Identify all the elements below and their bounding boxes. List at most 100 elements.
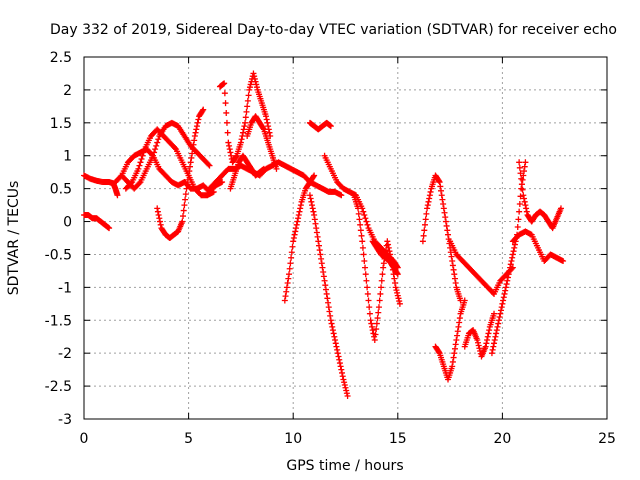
x-tick-label: 10 xyxy=(284,431,302,447)
data-point xyxy=(244,103,251,110)
data-point xyxy=(361,211,368,218)
data-point xyxy=(331,333,338,340)
data-point xyxy=(374,315,381,322)
data-point xyxy=(485,330,492,337)
data-point xyxy=(359,244,366,251)
data-point xyxy=(444,227,451,234)
data-point xyxy=(152,146,159,153)
data-point xyxy=(253,84,260,91)
data-point xyxy=(338,192,345,199)
data-point xyxy=(263,113,270,120)
data-point xyxy=(372,331,379,338)
data-point xyxy=(424,202,431,209)
data-point xyxy=(501,290,508,297)
data-point xyxy=(228,152,235,159)
data-point xyxy=(138,156,145,163)
data-point xyxy=(186,163,193,170)
data-point xyxy=(516,208,523,215)
data-point xyxy=(419,238,426,245)
data-point xyxy=(195,116,202,123)
data-point xyxy=(332,340,339,347)
data-point xyxy=(356,216,363,223)
data-point xyxy=(500,294,507,301)
data-point xyxy=(364,290,371,297)
data-point xyxy=(392,279,399,286)
data-point xyxy=(190,141,197,148)
data-point xyxy=(153,142,160,149)
data-point xyxy=(495,320,502,327)
data-point xyxy=(338,366,345,373)
data-point xyxy=(180,207,187,214)
grid xyxy=(84,57,607,419)
data-point xyxy=(521,195,528,202)
data-point xyxy=(309,202,316,209)
data-point xyxy=(474,337,481,344)
data-point xyxy=(490,343,497,350)
data-point xyxy=(321,277,328,284)
data-point xyxy=(154,139,161,146)
data-point xyxy=(226,146,233,153)
data-point xyxy=(222,100,229,107)
data-point xyxy=(135,165,142,172)
data-point xyxy=(243,108,250,115)
data-point xyxy=(503,281,510,288)
data-point xyxy=(491,340,498,347)
data-point xyxy=(448,253,455,260)
data-point xyxy=(378,284,385,291)
data-point xyxy=(373,326,380,333)
data-point xyxy=(334,350,341,357)
data-point xyxy=(339,373,346,380)
data-point xyxy=(319,264,326,271)
y-tick-label: 2 xyxy=(63,83,72,99)
data-point xyxy=(296,208,303,215)
data-point xyxy=(498,307,505,314)
data-point xyxy=(494,323,501,330)
data-point xyxy=(273,165,280,172)
data-point xyxy=(315,238,322,245)
data-point xyxy=(486,327,493,334)
data-point xyxy=(311,172,318,179)
data-point xyxy=(295,215,302,222)
data-point xyxy=(322,286,329,293)
data-point xyxy=(427,188,434,195)
data-point xyxy=(518,185,525,192)
y-tick-label: -2.5 xyxy=(45,379,72,395)
data-point xyxy=(449,358,456,365)
data-point xyxy=(502,287,509,294)
data-point xyxy=(518,175,525,182)
data-point xyxy=(441,209,448,216)
data-point xyxy=(366,310,373,317)
data-point xyxy=(189,146,196,153)
data-point xyxy=(379,271,386,278)
data-point xyxy=(323,290,330,297)
data-point xyxy=(507,264,514,271)
data-point xyxy=(387,251,394,258)
data-point xyxy=(322,282,329,289)
data-point xyxy=(340,376,347,383)
data-point xyxy=(281,297,288,304)
data-point xyxy=(497,310,504,317)
data-point xyxy=(290,238,297,245)
data-point xyxy=(306,192,313,199)
data-point xyxy=(484,337,491,344)
data-point xyxy=(456,319,463,326)
data-point xyxy=(517,193,524,200)
data-point xyxy=(521,198,528,205)
data-point xyxy=(187,159,194,166)
data-point xyxy=(365,297,372,304)
data-point xyxy=(475,342,482,349)
y-tick-label: -0.5 xyxy=(45,247,72,263)
data-point xyxy=(360,208,367,215)
x-tick-label: 15 xyxy=(389,431,407,447)
data-point xyxy=(455,323,462,330)
data-point xyxy=(499,300,506,307)
data-point xyxy=(522,202,529,209)
data-point xyxy=(373,320,380,327)
data-point xyxy=(492,333,499,340)
data-point xyxy=(366,304,373,311)
data-point xyxy=(128,180,135,187)
data-point xyxy=(425,198,432,205)
data-point xyxy=(192,129,199,136)
data-point xyxy=(368,320,375,327)
data-point xyxy=(360,251,367,258)
